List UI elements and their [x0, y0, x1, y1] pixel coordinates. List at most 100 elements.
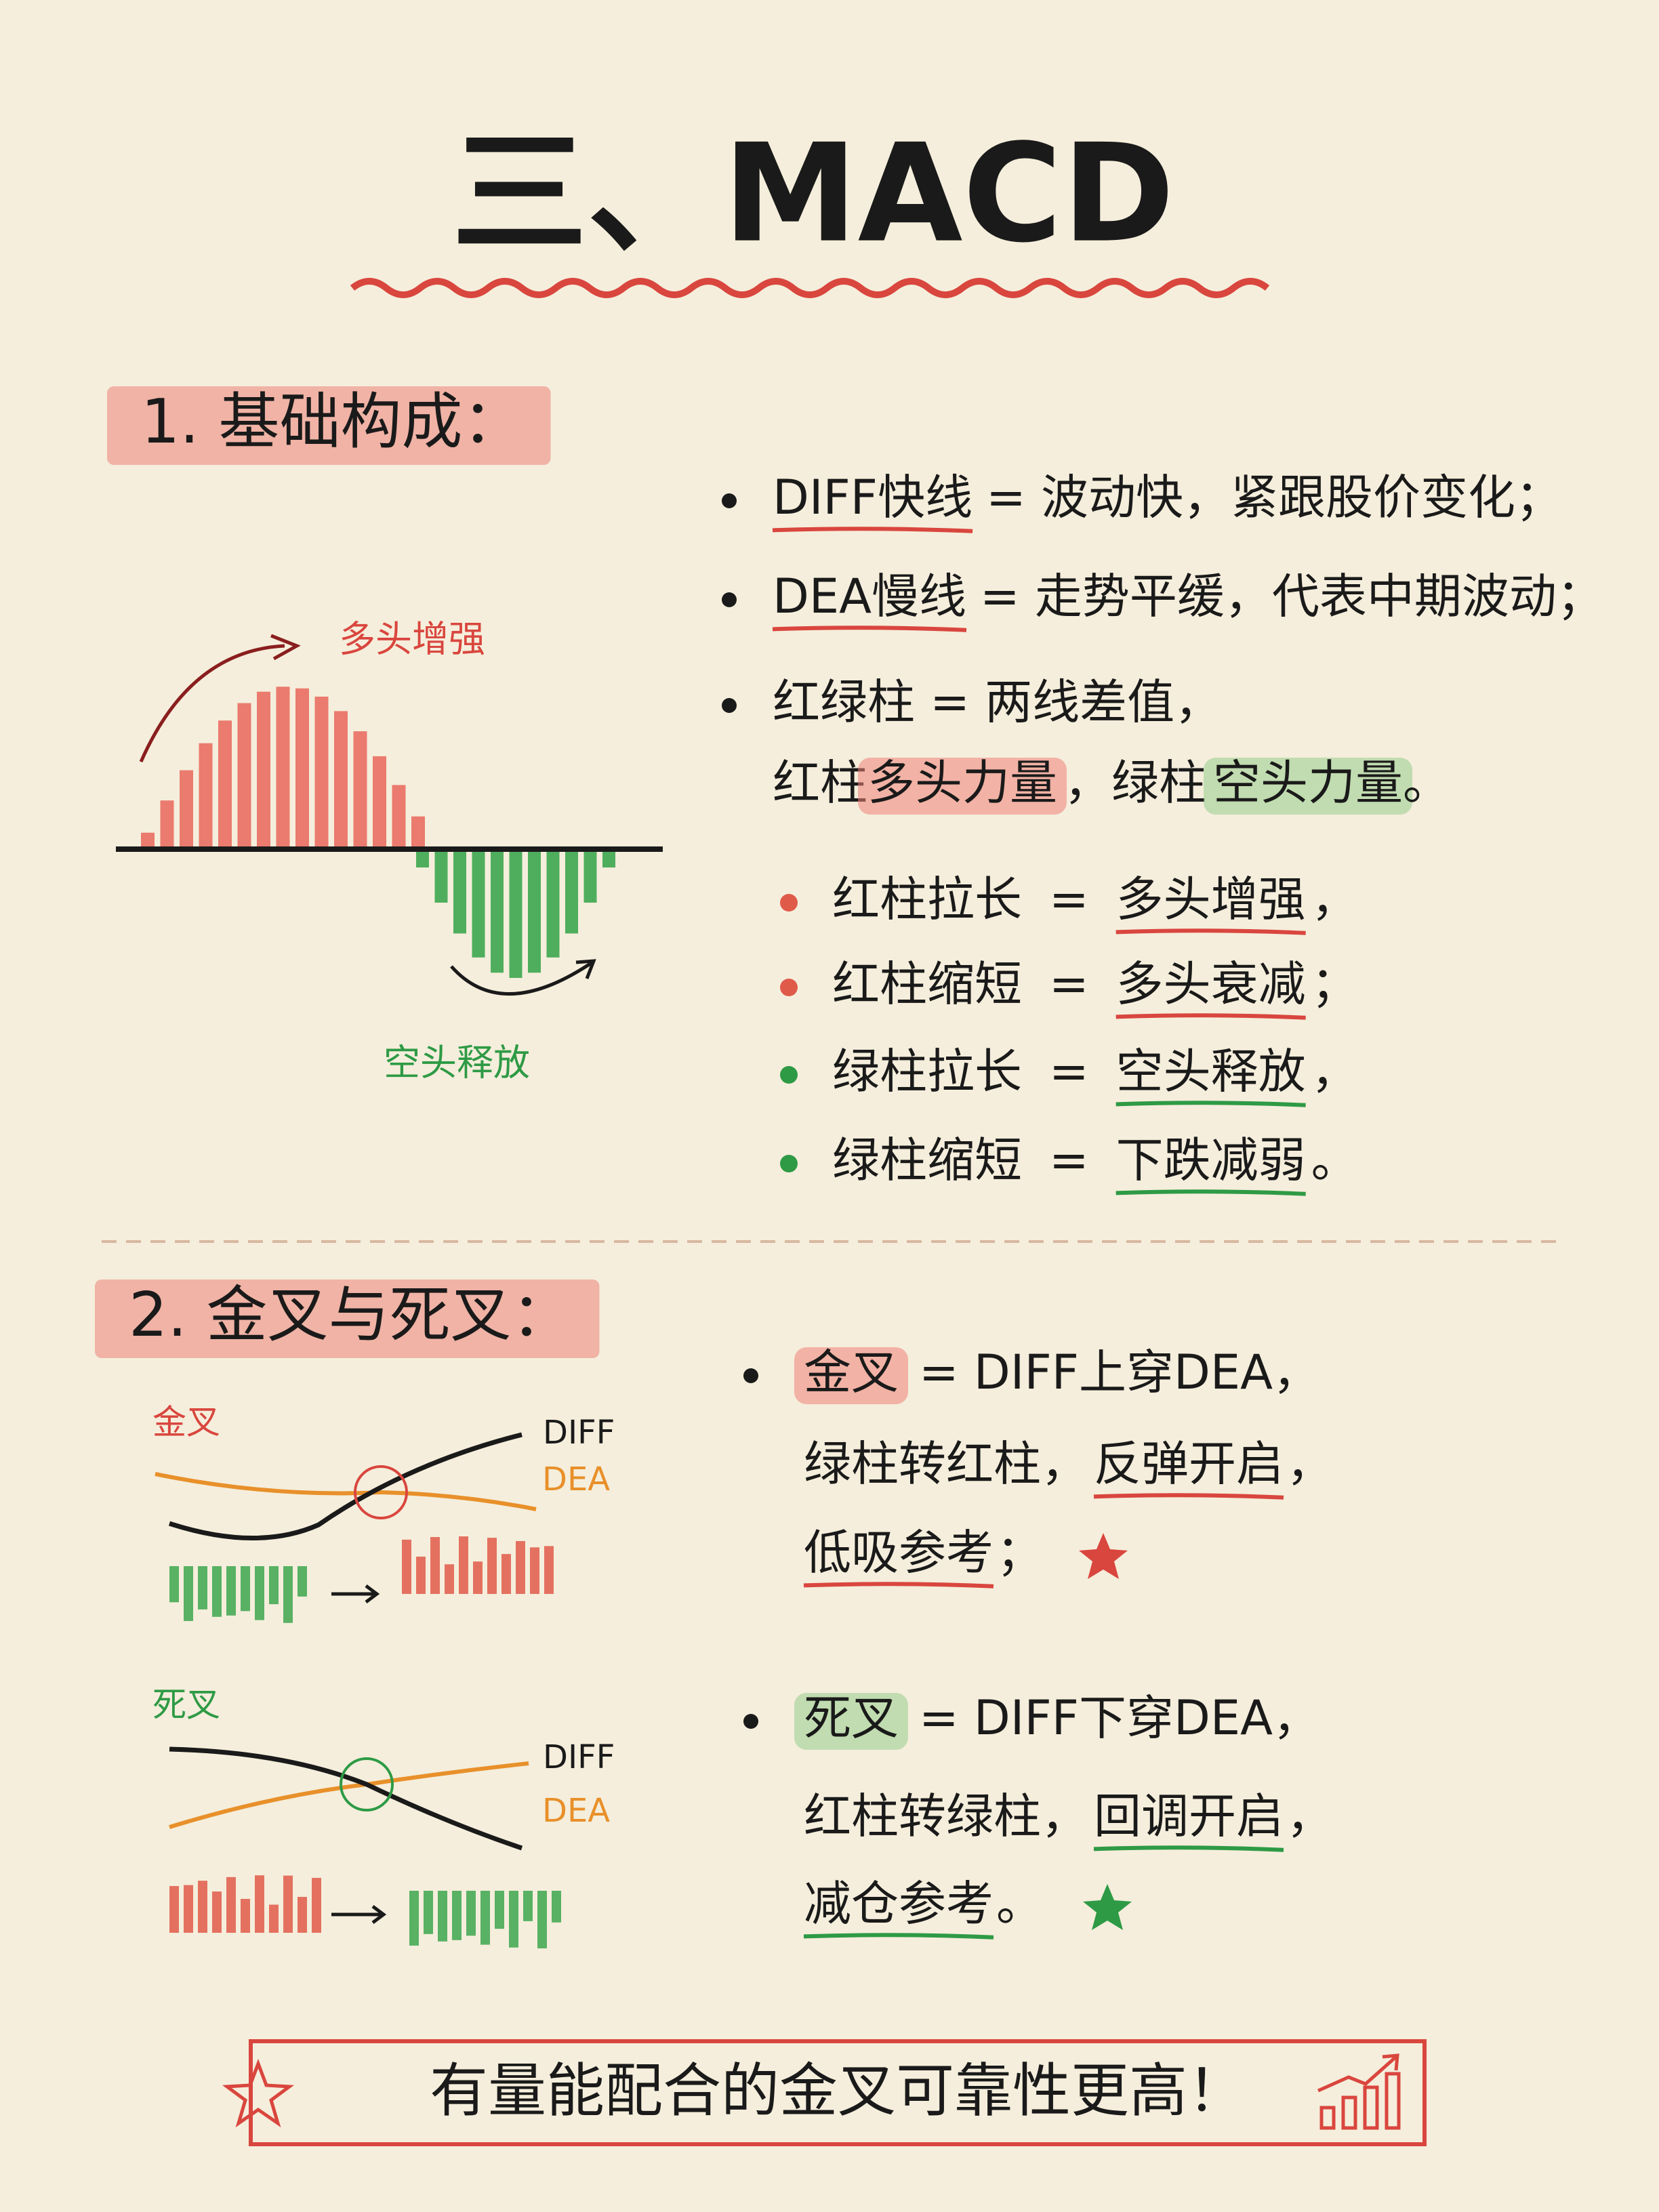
footer-text: 有量能配合的金叉可靠性更高！ [430, 2057, 1246, 2125]
death-cross-illustration [169, 1746, 561, 1948]
illustration-bar [298, 1897, 307, 1933]
result: 空头释放 [1116, 1044, 1306, 1099]
illustration-bar [212, 1891, 222, 1933]
underline [772, 626, 967, 632]
illustration-bar [226, 1877, 236, 1933]
text: ，绿柱 [1064, 755, 1206, 811]
bullet [722, 493, 737, 508]
illustration-bar [409, 1891, 419, 1946]
illustration-bar [198, 1566, 207, 1610]
illustration-bar [212, 1566, 222, 1617]
illustration-bar [530, 1547, 539, 1594]
highlight [858, 758, 1067, 815]
text: = [1049, 1044, 1089, 1099]
text: ； [996, 1525, 1044, 1580]
illustration-bar [495, 1891, 504, 1929]
illustration-bar [466, 1891, 476, 1936]
description: 红绿柱 = 两线差值， [773, 674, 1222, 730]
illustration-bar [487, 1538, 497, 1594]
text: 。 [996, 1876, 1044, 1931]
illustration-bar [295, 688, 309, 849]
illustration-bar [255, 1875, 264, 1933]
illustration-bar [312, 1877, 321, 1933]
illustration-bar [424, 1891, 433, 1934]
illustration-bar [552, 1891, 561, 1923]
line-label: DIFF [543, 1414, 615, 1452]
text: 。 [1403, 755, 1450, 811]
signal: 反弹开启 [1094, 1436, 1284, 1492]
advice: 低吸参考 [804, 1525, 994, 1580]
bullet [743, 1714, 758, 1729]
bullet [780, 1066, 798, 1084]
description: = 波动快，紧跟股价变化； [986, 470, 1563, 525]
up-arrow [139, 644, 285, 763]
star-icon [1083, 1884, 1132, 1930]
text: ， [1286, 1436, 1334, 1492]
illustration-bar [459, 1536, 468, 1594]
heading-highlight [107, 386, 551, 465]
illustration-bar [472, 849, 485, 958]
text: = DIFF上穿DEA， [919, 1345, 1320, 1400]
section-heading: 2. 金叉与死叉： [129, 1279, 572, 1351]
illustration-bar [565, 849, 578, 934]
illustration-bar [298, 1566, 307, 1597]
illustration-bar [237, 703, 251, 849]
illustration-bar [218, 720, 232, 849]
down-arrow-head [575, 959, 596, 979]
underline [1115, 1101, 1306, 1107]
result: 下跌减弱 [1116, 1132, 1306, 1188]
illustration-bar [169, 1566, 179, 1603]
illustration-bar [241, 1898, 250, 1933]
illustration-bar [544, 1546, 554, 1594]
title: 三、MACD [452, 115, 1175, 273]
illustration-bar [452, 1891, 462, 1940]
illustration-bar [198, 1881, 207, 1933]
text: ， [1311, 872, 1359, 927]
text: = [1049, 956, 1089, 1012]
illustration-bar [416, 1556, 426, 1594]
bullet [743, 1368, 758, 1383]
underline [1115, 928, 1306, 935]
illustration-bar [434, 849, 448, 903]
text: ， [1286, 1788, 1334, 1844]
footer-chart-icon [1317, 2053, 1401, 2130]
line-label: DIFF [543, 1738, 615, 1776]
illustration-bar [546, 849, 560, 958]
illustration-bar [373, 756, 386, 849]
star-icon [1079, 1533, 1128, 1579]
illustration-bar [269, 1566, 279, 1605]
section-heading: 1. 基础构成： [141, 386, 523, 457]
up-arrow-head [270, 634, 301, 661]
illustration-bar [241, 1566, 250, 1612]
illustration-bar [473, 1561, 483, 1594]
result: 多头衰减 [1116, 956, 1306, 1012]
illustration-bar [353, 731, 367, 849]
text: 红柱缩短 [832, 956, 1022, 1012]
illustration-bar [528, 849, 541, 973]
term: DIFF快线 [773, 470, 972, 525]
line-label: DEA [542, 1460, 610, 1498]
bullet [780, 1155, 798, 1172]
illustration-bar [480, 1891, 490, 1945]
text: ， [1311, 1044, 1359, 1099]
text: 红柱转绿柱， [804, 1788, 1088, 1844]
line-label: DEA [542, 1792, 610, 1830]
illustration-bar [491, 849, 504, 973]
underline [1093, 1845, 1284, 1852]
illustration-bar [602, 849, 615, 868]
histogram-illustration [141, 687, 615, 978]
text: = [1049, 1132, 1089, 1188]
illustration-bar [283, 1875, 293, 1933]
golden-cross-illustration [155, 1432, 554, 1623]
illustration-bar [445, 1564, 454, 1594]
term: DEA慢线 [773, 569, 966, 624]
text: 绿柱拉长 [832, 1044, 1022, 1099]
illustration-bar [430, 1537, 440, 1594]
footer-box [249, 2039, 1427, 2146]
text: = DIFF下穿DEA， [919, 1690, 1320, 1746]
bullet [780, 894, 798, 912]
description: = 走势平缓，代表中期波动； [980, 569, 1604, 624]
text: 绿柱转红柱， [804, 1436, 1088, 1492]
bullet [780, 979, 798, 996]
